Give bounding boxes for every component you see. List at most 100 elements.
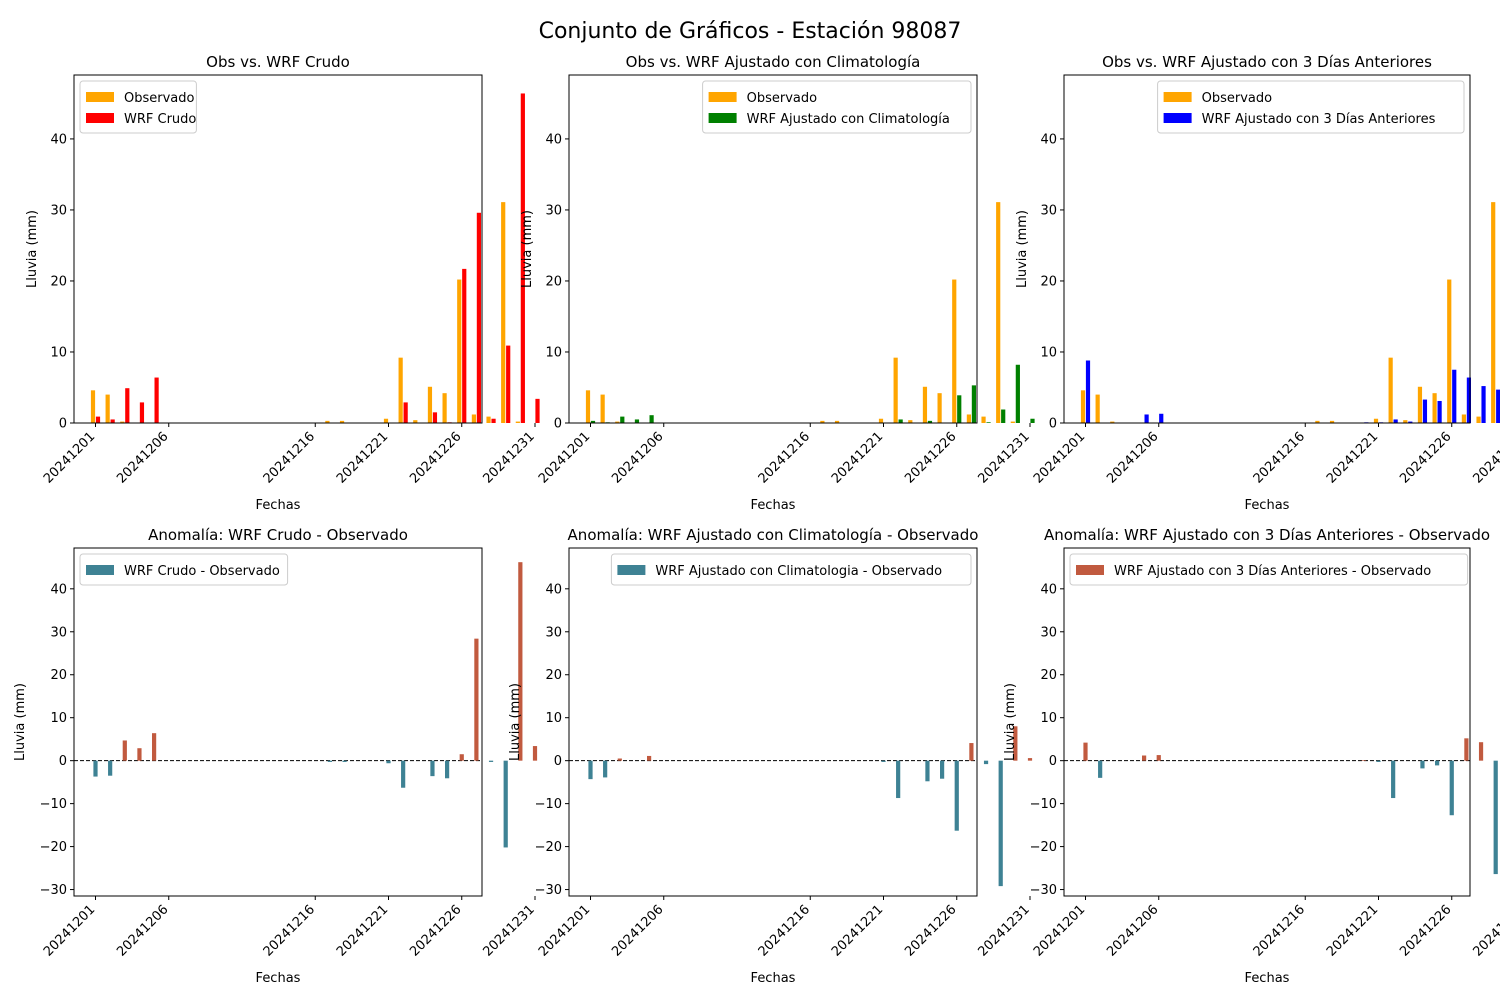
- legend: Observado WRF Crudo: [79, 80, 197, 134]
- y-tick-label: −10: [535, 797, 562, 812]
- bar-wrf-ajustado-con-3-d-as-anteriores-20241224: [1422, 399, 1428, 423]
- y-tick-label: 40: [545, 132, 562, 147]
- bar-wrf-crudo-observado-20241204: [137, 748, 142, 761]
- bar-wrf-ajustado-con-climatolog-a-20241226: [957, 395, 962, 423]
- x-axis-label: Fechas: [751, 971, 796, 986]
- bar-wrf-crudo-20241230: [520, 93, 525, 424]
- legend-box: [702, 80, 972, 134]
- y-tick-label: 40: [545, 582, 562, 597]
- bar-observado-20241221: [878, 418, 884, 423]
- bar-wrf-ajustado-con-climatolog-a-20241205: [649, 415, 654, 423]
- bar-wrf-crudo-20241204: [139, 402, 145, 423]
- y-tick-label: 10: [1040, 711, 1057, 726]
- plot-frame: [73, 547, 483, 897]
- bar-wrf-crudo-observado-20241203: [122, 740, 127, 761]
- bar-wrf-crudo-20241205: [154, 377, 159, 423]
- bar-wrf-ajustado-con-climatologia-observado-20241221: [881, 760, 886, 762]
- bar-wrf-ajustado-con-3-d-as-anteriores-20241226: [1452, 369, 1457, 423]
- bar-observado-20241218: [1329, 420, 1335, 423]
- y-axis-label: Lluvia (mm): [1015, 210, 1030, 288]
- bar-wrf-ajustado-con-3-d-as-anteriores-observado-20241220: [1361, 760, 1366, 761]
- y-tick-label: 30: [1040, 625, 1057, 640]
- legend-swatch: [86, 92, 114, 102]
- bar-wrf-ajustado-con-climatolog-a-20241204: [634, 419, 640, 423]
- y-tick-label: 10: [50, 711, 67, 726]
- figure-title: Conjunto de Gráficos - Estación 98087: [539, 19, 962, 44]
- bar-observado-20241228: [1476, 416, 1481, 423]
- y-tick-label: −30: [1030, 883, 1057, 898]
- legend-label: WRF Ajustado con Climatologia - Observad…: [655, 564, 942, 579]
- bar-observado-20241218: [834, 420, 840, 423]
- bar-observado-20241221: [383, 418, 389, 423]
- y-tick-label: 10: [545, 711, 562, 726]
- y-tick-label: 0: [1049, 754, 1057, 769]
- bar-wrf-crudo-20241227: [476, 212, 481, 423]
- bar-wrf-ajustado-con-3-d-as-anteriores-observado-20241222: [1391, 760, 1396, 799]
- legend-swatch: [1076, 565, 1104, 575]
- plot-frame: [1063, 74, 1471, 424]
- y-tick-label: 40: [1040, 132, 1057, 147]
- y-tick-label: 0: [59, 754, 67, 769]
- bar-observado-20241223: [413, 420, 418, 423]
- x-axis-label: Fechas: [256, 498, 301, 513]
- bar-wrf-ajustado-con-climatolog-a-20241222: [898, 419, 903, 423]
- bar-wrf-ajustado-con-3-d-as-anteriores-observado-20241228: [1478, 742, 1484, 761]
- legend-swatch: [86, 565, 114, 575]
- bar-wrf-ajustado-con-climatologia-observado-20241224: [925, 760, 930, 782]
- legend-label: WRF Crudo - Observado: [124, 564, 280, 579]
- bar-wrf-ajustado-con-climatologia-observado-20241230: [1013, 726, 1018, 761]
- bar-wrf-crudo-observado-20241225: [445, 760, 450, 779]
- chart-title: Obs vs. WRF Ajustado con Climatología: [626, 53, 921, 71]
- x-axis-label: Fechas: [1245, 971, 1290, 986]
- bar-observado-20241222: [1388, 357, 1393, 423]
- bar-wrf-ajustado-con-3-d-as-anteriores-observado-20241205: [1142, 755, 1147, 761]
- y-tick-label: 40: [1040, 582, 1057, 597]
- chart-title: Obs vs. WRF Ajustado con 3 Días Anterior…: [1102, 53, 1432, 71]
- bar-wrf-crudo-observado-20241221: [386, 760, 391, 764]
- bar-wrf-ajustado-con-climatolog-a-20241231: [1030, 418, 1035, 423]
- bar-wrf-crudo-20241224: [432, 412, 438, 423]
- bar-wrf-ajustado-con-3-d-as-anteriores-observado-20241225: [1435, 760, 1440, 766]
- bar-wrf-ajustado-con-3-d-as-anteriores-20241228: [1481, 386, 1486, 423]
- bar-wrf-ajustado-con-3-d-as-anteriores-observado-20241201: [1083, 742, 1088, 761]
- bar-wrf-ajustado-con-3-d-as-anteriores-observado-20241226: [1449, 760, 1454, 816]
- bar-wrf-crudo-20241229: [506, 345, 511, 423]
- y-axis-label: Lluvia (mm): [13, 683, 28, 761]
- bar-observado-20241226: [1447, 279, 1452, 423]
- bar-wrf-crudo-20241228: [491, 418, 496, 423]
- legend-swatch: [617, 565, 646, 575]
- bar-observado-20241228: [486, 416, 491, 423]
- y-tick-label: 30: [545, 203, 562, 218]
- chart-title: Obs vs. WRF Crudo: [206, 53, 350, 71]
- bar-wrf-ajustado-con-climatolog-a-20241230: [1015, 364, 1020, 423]
- bar-wrf-ajustado-con-3-d-as-anteriores-observado-20241229: [1493, 760, 1498, 875]
- bar-wrf-crudo-observado-20241217: [327, 760, 332, 762]
- bar-wrf-ajustado-con-climatologia-observado-20241201: [588, 760, 593, 780]
- bar-observado-20241225: [442, 393, 447, 423]
- legend-swatch: [708, 113, 737, 123]
- bar-observado-20241225: [1432, 393, 1437, 423]
- bar-wrf-ajustado-con-climatolog-a-20241203: [620, 416, 625, 423]
- bar-wrf-ajustado-con-climatolog-a-20241224: [927, 420, 933, 423]
- bar-observado-20241229: [996, 202, 1001, 423]
- x-axis-label: Fechas: [751, 498, 796, 513]
- bar-observado-20241224: [427, 386, 433, 423]
- plot-frame: [568, 74, 978, 424]
- y-tick-label: 10: [545, 345, 562, 360]
- y-tick-label: 20: [545, 668, 562, 683]
- chart-title: Anomalía: WRF Ajustado con Climatología …: [568, 526, 979, 544]
- y-tick-label: 10: [1040, 345, 1057, 360]
- legend-swatch: [1163, 113, 1192, 123]
- legend-label: Observado: [1202, 91, 1273, 106]
- y-tick-label: 20: [1040, 668, 1057, 683]
- bar-wrf-ajustado-con-3-d-as-anteriores-20241229: [1496, 389, 1500, 423]
- bar-wrf-crudo-20241231: [535, 398, 540, 423]
- chart-title: Anomalía: WRF Ajustado con 3 Días Anteri…: [1044, 526, 1490, 544]
- bar-observado-20241227: [966, 414, 971, 423]
- bar-wrf-ajustado-con-3-d-as-anteriores-20241225: [1437, 400, 1442, 423]
- y-tick-label: 10: [50, 345, 67, 360]
- y-tick-label: −30: [535, 883, 562, 898]
- legend-label: WRF Ajustado con Climatología: [747, 112, 950, 127]
- bar-wrf-ajustado-con-3-d-as-anteriores-20241201: [1085, 360, 1091, 423]
- bar-wrf-crudo-observado-20241229: [503, 760, 508, 848]
